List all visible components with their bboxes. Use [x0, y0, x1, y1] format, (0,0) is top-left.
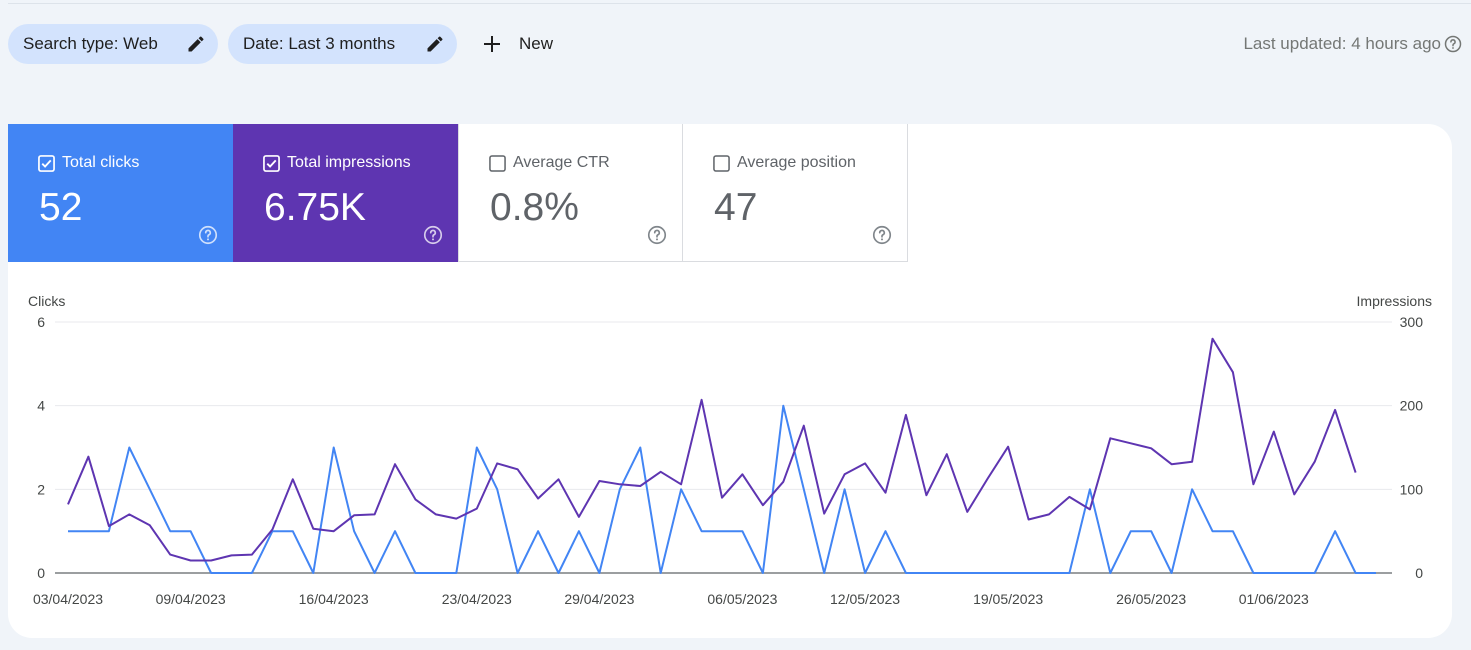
total-impressions-label: Total impressions	[287, 154, 411, 171]
total-impressions-tile[interactable]: Total impressions 6.75K	[233, 124, 458, 262]
help-icon[interactable]	[197, 224, 219, 246]
help-icon[interactable]	[422, 224, 444, 246]
metric-tiles: Total clicks 52 Total impressions 6.75K …	[8, 124, 908, 262]
checkbox-checked-icon[interactable]	[38, 155, 55, 172]
checkbox-unchecked-icon[interactable]	[713, 155, 730, 172]
pencil-icon[interactable]	[425, 34, 445, 54]
total-clicks-label: Total clicks	[62, 154, 140, 171]
average-ctr-label: Average CTR	[513, 154, 610, 171]
help-icon[interactable]	[646, 224, 668, 246]
new-filter-label: New	[519, 34, 554, 53]
total-clicks-tile[interactable]: Total clicks 52	[8, 124, 233, 262]
search-type-label: Search type: Web	[23, 34, 158, 53]
plus-icon	[484, 36, 500, 52]
average-position-value: 47	[714, 186, 758, 229]
checkbox-unchecked-icon[interactable]	[489, 155, 506, 172]
search-type-chip[interactable]: Search type: Web	[8, 24, 218, 64]
filter-toolbar: Search type: Web Date: Last 3 months New…	[8, 24, 1471, 64]
total-impressions-value: 6.75K	[264, 186, 366, 229]
average-ctr-value: 0.8%	[490, 186, 579, 229]
date-range-chip[interactable]: Date: Last 3 months	[228, 24, 457, 64]
average-position-label: Average position	[737, 154, 856, 171]
checkbox-checked-icon[interactable]	[263, 155, 280, 172]
average-position-tile[interactable]: Average position 47	[683, 124, 908, 262]
last-updated-text: Last updated: 4 hours ago	[1243, 34, 1441, 53]
date-range-label: Date: Last 3 months	[243, 34, 396, 53]
last-updated: Last updated: 4 hours ago	[1243, 24, 1462, 64]
pencil-icon[interactable]	[186, 34, 206, 54]
help-icon[interactable]	[871, 224, 893, 246]
top-divider	[8, 3, 1471, 4]
help-icon[interactable]	[1443, 34, 1463, 54]
new-filter-button[interactable]: New	[478, 24, 568, 64]
total-clicks-value: 52	[39, 186, 83, 229]
average-ctr-tile[interactable]: Average CTR 0.8%	[458, 124, 683, 262]
